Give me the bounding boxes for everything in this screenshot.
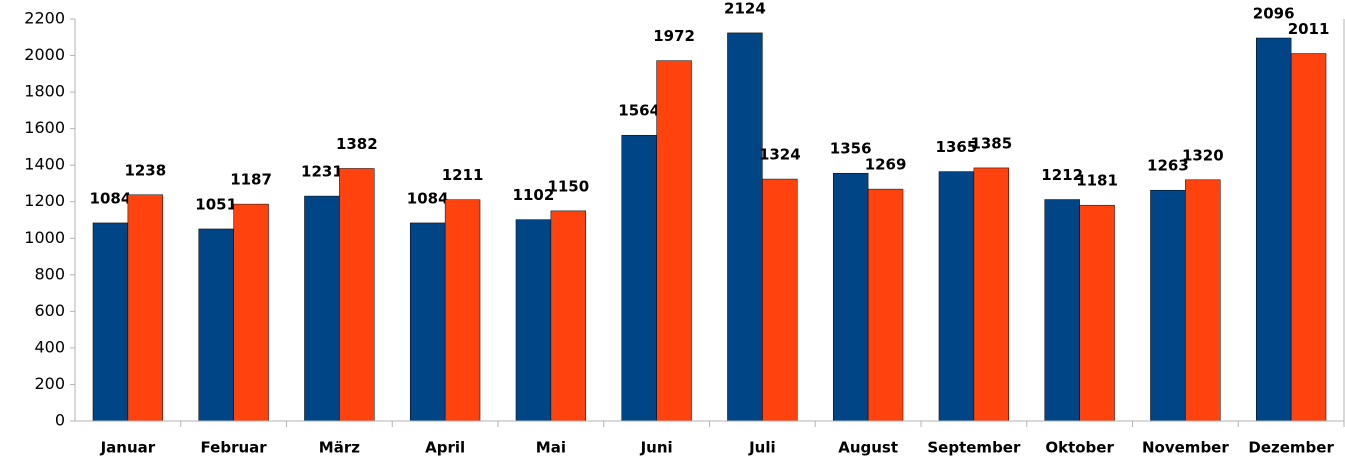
- x-tick-label: Dezember: [1248, 439, 1334, 457]
- bar: [832, 172, 869, 422]
- x-tick-label: August: [838, 439, 898, 457]
- bar: [656, 60, 692, 422]
- bar: [1185, 179, 1221, 422]
- bar: [1150, 189, 1186, 422]
- y-tick-label: 400: [34, 337, 65, 356]
- value-label: 2124: [724, 0, 766, 17]
- value-label: 2011: [1288, 20, 1330, 38]
- bar: [1044, 199, 1080, 422]
- y-tick-label: 1400: [24, 155, 65, 174]
- value-label: 1356: [830, 140, 872, 158]
- bar: [233, 203, 269, 422]
- value-label: 1382: [336, 135, 378, 153]
- value-label: 1238: [124, 161, 166, 179]
- value-label: 1320: [1182, 146, 1224, 164]
- value-label: 1972: [653, 27, 695, 45]
- y-tick-label: 1000: [24, 228, 65, 247]
- bar: [1255, 37, 1292, 422]
- x-tick-label: April: [425, 439, 465, 457]
- value-label: 1212: [1041, 166, 1083, 184]
- x-tick-label: Juni: [640, 439, 673, 457]
- value-label: 1051: [195, 195, 237, 213]
- x-tick-label: September: [927, 439, 1021, 457]
- bar: [550, 210, 587, 422]
- bar: [127, 194, 164, 422]
- value-label: 1211: [442, 166, 484, 184]
- value-label: 1084: [407, 189, 449, 207]
- value-label: 1187: [230, 171, 272, 189]
- value-label: 1564: [618, 102, 660, 120]
- bar: [304, 195, 340, 422]
- bar: [444, 199, 481, 422]
- bar: [92, 222, 129, 422]
- y-tick-label: 600: [34, 301, 65, 320]
- value-label: 1269: [865, 156, 907, 174]
- y-tick-label: 2200: [24, 9, 65, 28]
- value-label: 1231: [301, 163, 343, 181]
- y-tick-label: 1600: [24, 118, 65, 137]
- x-tick-label: Juli: [748, 439, 776, 457]
- value-label: 1263: [1147, 157, 1189, 175]
- bar: [1079, 204, 1115, 422]
- bar: [621, 134, 657, 422]
- bar: [198, 228, 234, 422]
- bar: [409, 222, 446, 422]
- value-label: 1324: [759, 146, 801, 164]
- y-tick-label: 0: [55, 411, 65, 430]
- value-label: 1181: [1076, 172, 1118, 190]
- bar: [973, 167, 1010, 422]
- y-tick-label: 1800: [24, 82, 65, 101]
- bar: [1290, 53, 1327, 422]
- y-tick-label: 2000: [24, 45, 65, 64]
- y-tick-label: 200: [34, 374, 65, 393]
- y-tick-label: 800: [34, 264, 65, 283]
- value-label: 1385: [970, 134, 1012, 152]
- x-tick-label: Mai: [536, 439, 566, 457]
- y-tick-label: 1200: [24, 191, 65, 210]
- bar: [938, 171, 975, 422]
- x-tick-label: Februar: [201, 439, 268, 457]
- value-label: 2096: [1253, 5, 1295, 23]
- x-tick-label: Januar: [100, 439, 156, 457]
- x-tick-label: Oktober: [1045, 439, 1114, 457]
- x-tick-label: November: [1142, 439, 1229, 457]
- value-label: 1102: [513, 186, 555, 204]
- bar: [727, 32, 763, 422]
- bar: [762, 178, 798, 422]
- value-label: 1150: [547, 177, 589, 195]
- bar: [867, 188, 904, 422]
- value-label: 1365: [936, 138, 978, 156]
- bar: [515, 219, 552, 422]
- value-label: 1084: [90, 189, 132, 207]
- x-tick-label: März: [319, 439, 360, 457]
- bar: [339, 168, 375, 422]
